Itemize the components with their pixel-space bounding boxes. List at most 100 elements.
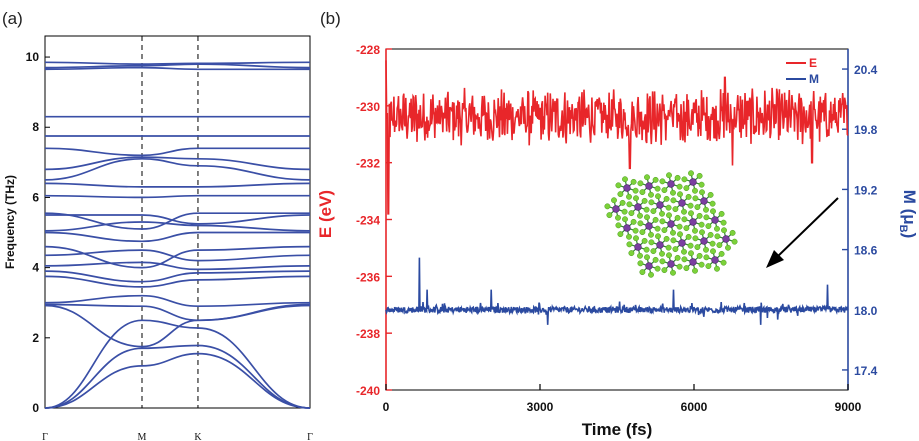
phonon-band-line	[44, 212, 310, 230]
inset-ligand-atom	[670, 237, 677, 244]
panel-a-x-tick-label: M	[138, 432, 147, 441]
panel-a-x-tick-label: Γ	[42, 432, 48, 441]
magnetization-axis-title: M (μB)	[897, 190, 919, 239]
inset-ligand-atom	[683, 225, 690, 232]
inset-ligand-atom	[670, 189, 676, 196]
inset-ligand-atom	[692, 227, 698, 234]
inset-metal-atom	[689, 258, 697, 266]
inset-ligand-atom	[672, 206, 679, 213]
inset-ligand-atom	[703, 254, 710, 261]
energy-tick-label: -228	[356, 43, 380, 57]
phonon-band-line	[44, 231, 310, 243]
panel-a-y-tick-label: 0	[32, 401, 39, 415]
inset-ligand-atom	[731, 238, 738, 245]
inset-metal-atom	[711, 256, 719, 264]
inset-metal-atom	[634, 243, 642, 251]
inset-metal-atom	[667, 180, 675, 188]
phonon-band-line	[44, 66, 310, 71]
panel-a-x-tick-label: K	[194, 432, 202, 441]
inset-ligand-atom	[676, 263, 683, 270]
panel-a-label: (a)	[2, 9, 23, 28]
magnetization-tick-label: 17.4	[854, 364, 878, 378]
inset-ligand-atom	[628, 250, 635, 257]
inset-ligand-atom	[694, 244, 701, 251]
inset-ligand-atom	[685, 233, 692, 240]
inset-ligand-atom	[710, 248, 716, 255]
inset-ligand-atom	[696, 212, 703, 219]
panel-a-y-tick-label: 2	[32, 331, 39, 345]
inset-ligand-atom	[665, 244, 672, 251]
phonon-dispersion-plot: 0 2 4 6 8 10 Γ M K Γ Frequency (THz)	[3, 35, 313, 441]
inset-ligand-atom	[648, 231, 654, 238]
inset-ligand-atom	[611, 197, 617, 204]
phonon-band-line	[44, 61, 311, 65]
energy-axis-ticks: -240 -238 -236 -234 -232 -230 -228	[356, 43, 392, 398]
inset-ligand-atom	[692, 267, 698, 274]
inset-arrow	[766, 197, 839, 268]
inset-ligand-atom	[688, 250, 694, 257]
inset-ligand-atom	[643, 206, 650, 213]
inset-ligand-atom	[676, 223, 683, 230]
inset-ligand-atom	[720, 219, 727, 226]
inset-ligand-atom	[644, 214, 650, 221]
inset-ligand-atom	[615, 182, 622, 189]
inset-ligand-atom	[707, 231, 714, 238]
magnetization-axis-ticks: 17.4 18.0 18.6 19.2 19.8 20.4	[842, 63, 878, 378]
inset-ligand-atom	[637, 252, 643, 259]
inset-ligand-atom	[637, 260, 644, 267]
inset-ligand-atom	[626, 193, 632, 200]
inset-ligand-atom	[716, 242, 723, 249]
time-axis-ticks: 0 3000 6000 9000	[383, 384, 862, 414]
phonon-band-line	[44, 157, 311, 181]
magnetization-tick-label: 19.2	[854, 183, 878, 197]
energy-tick-label: -236	[356, 270, 380, 284]
magnetization-tick-label: 20.4	[854, 63, 878, 77]
inset-ligand-atom	[676, 183, 683, 190]
inset-metal-atom	[656, 201, 664, 209]
inset-ligand-atom	[714, 265, 720, 272]
inset-ligand-atom	[718, 210, 725, 217]
magnetization-tick-label: 18.0	[854, 304, 878, 318]
inset-metal-atom	[634, 203, 642, 211]
inset-ligand-atom	[630, 178, 637, 185]
energy-tick-label: -240	[356, 384, 380, 398]
inset-ligand-atom	[622, 216, 628, 223]
energy-tick-label: -234	[356, 214, 380, 228]
inset-ligand-atom	[637, 212, 643, 219]
inset-metal-atom	[667, 260, 675, 268]
energy-tick-label: -238	[356, 327, 380, 341]
panel-b-label: (b)	[320, 9, 341, 28]
inset-ligand-atom	[703, 246, 709, 253]
panel-a-y-tick-label: 10	[26, 50, 40, 64]
phonon-band-line	[44, 245, 311, 269]
inset-ligand-atom	[687, 202, 694, 209]
inset-ligand-atom	[698, 261, 705, 268]
magnetization-tick-label: 18.6	[854, 244, 878, 258]
panel-a-y-tick-label: 6	[32, 190, 39, 204]
inset-ligand-atom	[670, 269, 676, 276]
inset-metal-atom	[623, 224, 631, 232]
inset-ligand-atom	[604, 203, 611, 210]
panel-a-y-tick-label: 8	[32, 120, 39, 134]
inset-ligand-atom	[622, 176, 628, 183]
inset-ligand-atom	[703, 214, 710, 221]
inset-ligand-atom	[626, 241, 633, 248]
inset-ligand-atom	[632, 227, 639, 234]
inset-ligand-atom	[672, 246, 679, 253]
inset-ligand-atom	[661, 227, 668, 234]
time-tick-label: 0	[383, 400, 390, 414]
panel-a-frame	[44, 35, 311, 409]
inset-ligand-atom	[703, 206, 709, 213]
inset-ligand-atom	[652, 176, 659, 183]
inset-ligand-atom	[655, 193, 661, 200]
inset-metal-atom	[700, 197, 708, 205]
inset-ligand-atom	[692, 195, 699, 202]
inset-ligand-atom	[606, 212, 613, 219]
inset-ligand-atom	[692, 187, 698, 194]
inset-ligand-atom	[615, 214, 621, 221]
inset-ligand-atom	[709, 200, 716, 207]
phonon-band-line	[44, 182, 311, 188]
inset-ligand-atom	[648, 191, 654, 198]
inset-ligand-atom	[654, 225, 661, 232]
inset-ligand-atom	[714, 225, 720, 232]
